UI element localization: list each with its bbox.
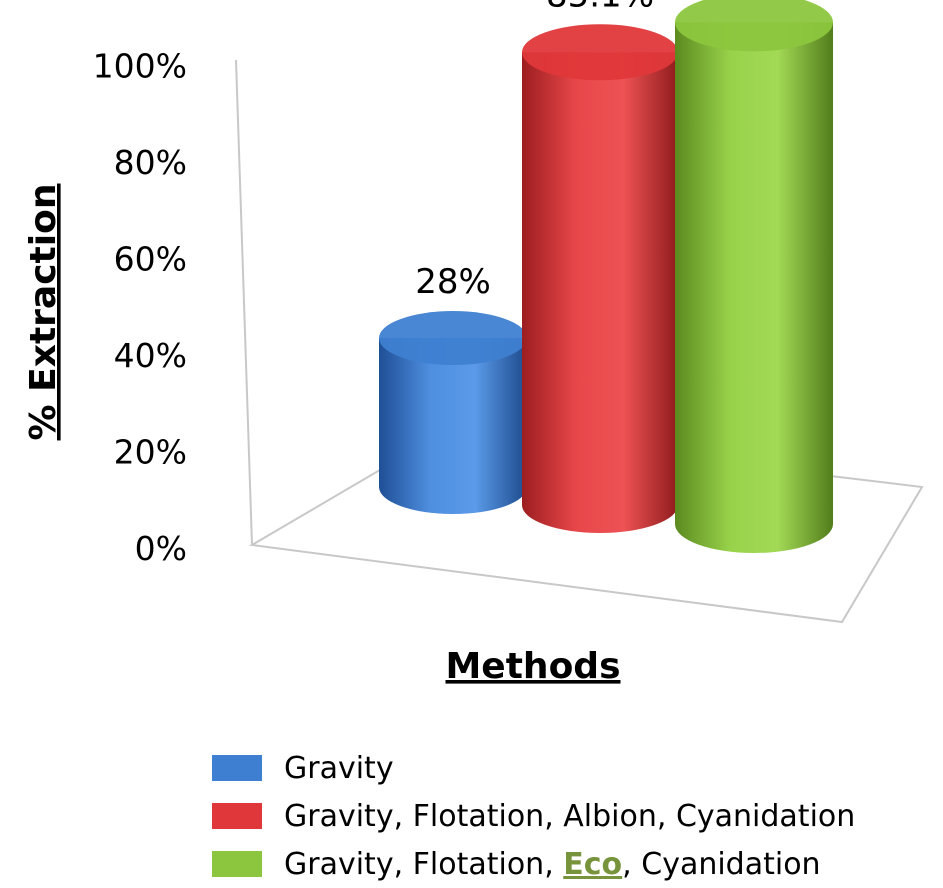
legend-swatch-red (212, 803, 262, 829)
legend-label: Gravity (284, 750, 394, 786)
legend-label: Gravity, Flotation, Eco, Cyanidation (284, 846, 821, 882)
legend-item-eco: Gravity, Flotation, Eco, Cyanidation (212, 840, 855, 888)
x-axis-title: Methods (445, 646, 620, 687)
bar-cylinder-top (379, 311, 527, 366)
y-tick-label: 40% (114, 336, 187, 375)
legend-label: Gravity, Flotation, Albion, Cyanidation (284, 798, 856, 834)
bar-series: 28%85.1%94.3% (379, 0, 833, 554)
back-wall-edge (235, 59, 253, 546)
bar-cylinder-body (675, 22, 833, 554)
y-tick-label: 80% (114, 143, 187, 182)
y-axis-ticks: 0% 20% 40% 60% 80% 100% (93, 47, 187, 569)
legend-swatch-green (212, 851, 262, 877)
legend-item-albion: Gravity, Flotation, Albion, Cyanidation (212, 792, 855, 840)
y-tick-label: 20% (114, 433, 187, 472)
y-tick-label: 0% (135, 529, 187, 568)
y-tick-label: 60% (114, 240, 187, 279)
legend-item-gravity: Gravity (212, 744, 855, 792)
bar-data-label: 85.1% (546, 0, 654, 15)
bar-cylinder-top (522, 24, 678, 81)
legend-swatch-blue (212, 755, 262, 781)
y-tick-label: 100% (93, 47, 187, 86)
y-axis-title: % Extraction (23, 184, 64, 441)
bar-chart: % Extraction Methods 0%20%40%60%80%100% … (23, 0, 924, 687)
bar-cylinder-top (675, 0, 833, 52)
eco-link[interactable]: Eco (563, 846, 623, 882)
bar-cylinder-body (522, 52, 678, 533)
chart-legend: Gravity Gravity, Flotation, Albion, Cyan… (212, 744, 855, 888)
bar-data-label: 28% (415, 262, 491, 302)
bar-cylinder-body (379, 338, 527, 514)
